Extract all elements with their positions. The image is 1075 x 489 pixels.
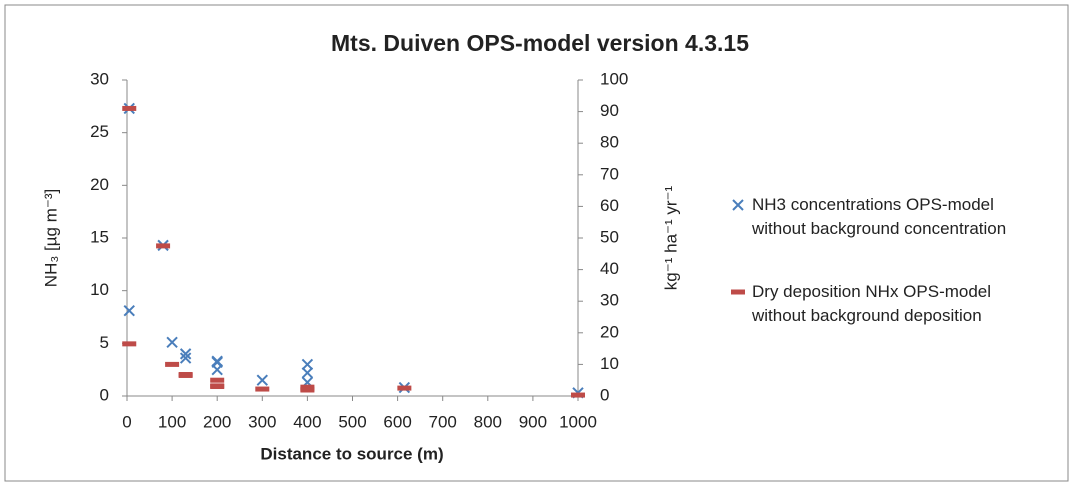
- x-tick-label: 0: [122, 412, 131, 431]
- y2-tick-label: 0: [600, 385, 609, 404]
- y2-tick-label: 100: [600, 69, 628, 88]
- y2-tick-label: 10: [600, 354, 619, 373]
- y-tick-label: 5: [100, 333, 109, 352]
- x-tick-label: 800: [474, 412, 502, 431]
- legend-marker: [728, 280, 748, 311]
- point: [166, 336, 178, 348]
- legend-label: Dry deposition NHx OPS-model without bac…: [752, 282, 992, 325]
- x-tick-label: 700: [429, 412, 457, 431]
- point: [178, 372, 193, 378]
- point: [123, 304, 135, 317]
- point: [122, 105, 137, 111]
- legend-entry: Dry deposition NHx OPS-model without bac…: [728, 280, 1038, 328]
- y-tick-label: 30: [90, 69, 109, 88]
- y2-tick-label: 80: [600, 133, 619, 152]
- x-tick-label: 900: [519, 412, 547, 431]
- y-tick-label: 0: [100, 385, 109, 404]
- y-tick-label: 15: [90, 227, 109, 246]
- y-axis-label: NH₃ [µg m⁻³]: [41, 189, 60, 287]
- point: [179, 348, 192, 360]
- point: [210, 377, 225, 383]
- legend-entry: NH3 concentrations OPS-model without bac…: [728, 193, 1038, 241]
- x-tick-label: 1000: [559, 412, 597, 431]
- y2-tick-label: 40: [600, 259, 619, 278]
- x-axis-label: Distance to source (m): [260, 444, 443, 463]
- chart-border: [4, 4, 1069, 482]
- y-tick-label: 25: [90, 122, 109, 141]
- legend-label: NH3 concentrations OPS-model without bac…: [752, 195, 1007, 238]
- point: [210, 384, 225, 390]
- point: [156, 243, 171, 249]
- x-tick-label: 500: [338, 412, 366, 431]
- x-tick-label: 600: [383, 412, 411, 431]
- point: [300, 387, 315, 393]
- x-tick-label: 300: [248, 412, 276, 431]
- x-tick-label: 100: [158, 412, 186, 431]
- y-tick-label: 20: [90, 175, 109, 194]
- point: [255, 386, 270, 392]
- legend-marker: [728, 193, 748, 224]
- y2-tick-label: 50: [600, 227, 619, 246]
- y2-tick-label: 70: [600, 164, 619, 183]
- y2-tick-label: 60: [600, 196, 619, 215]
- point: [256, 374, 269, 386]
- y-tick-label: 10: [90, 280, 109, 299]
- x-tick-label: 400: [293, 412, 321, 431]
- y2-axis-label: kg⁻¹ ha⁻¹ yr⁻¹: [661, 185, 680, 290]
- point: [165, 361, 180, 367]
- point: [211, 363, 223, 376]
- point: [301, 358, 314, 371]
- y2-tick-label: 20: [600, 322, 619, 341]
- chart-title: Mts. Duiven OPS-model version 4.3.15: [331, 30, 749, 56]
- point: [179, 352, 192, 364]
- point: [122, 341, 137, 347]
- y2-tick-label: 90: [600, 101, 619, 120]
- y2-tick-label: 30: [600, 291, 619, 310]
- point: [571, 392, 585, 398]
- point: [397, 385, 412, 391]
- point: [301, 367, 314, 379]
- x-tick-label: 200: [203, 412, 231, 431]
